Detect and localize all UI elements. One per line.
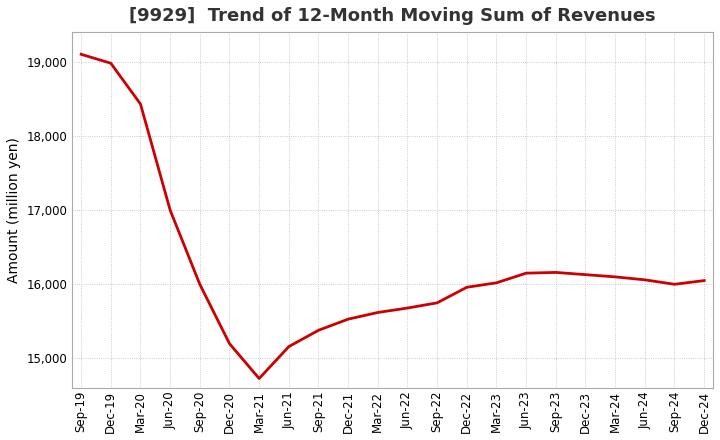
Y-axis label: Amount (million yen): Amount (million yen) [7, 137, 21, 283]
Title: [9929]  Trend of 12-Month Moving Sum of Revenues: [9929] Trend of 12-Month Moving Sum of R… [130, 7, 656, 25]
